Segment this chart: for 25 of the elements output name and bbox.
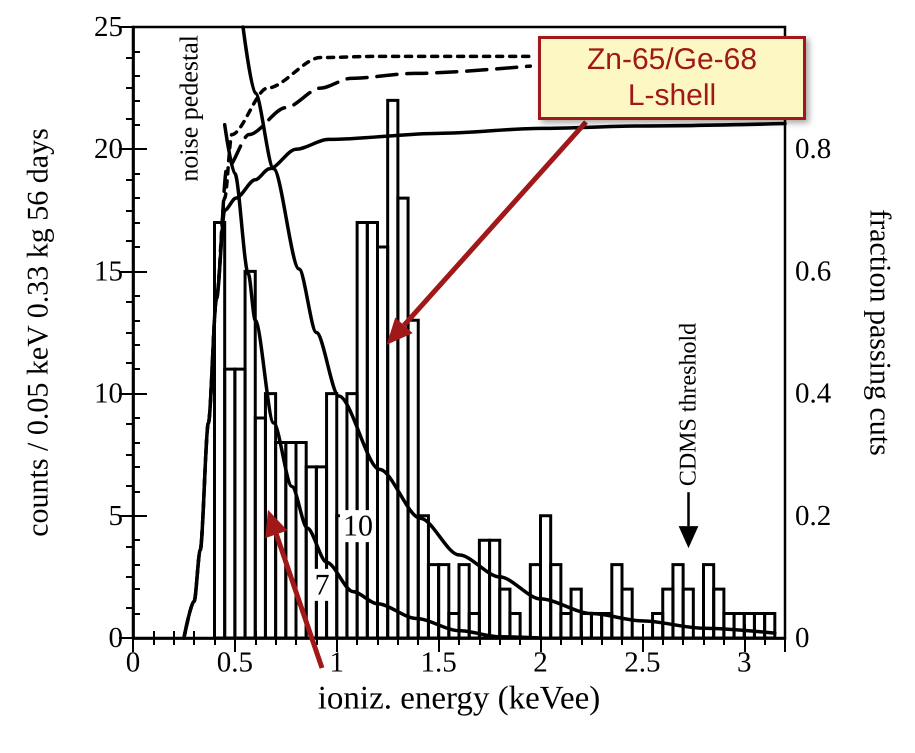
x-tick-label: 0.5 xyxy=(216,646,253,678)
x-tick-label: 2.5 xyxy=(624,646,660,678)
y-tick-label: 15 xyxy=(94,255,123,288)
x-axis-title: ioniz. energy (keVee) xyxy=(318,680,600,716)
y2-tick-label: 0.4 xyxy=(795,378,832,410)
y2-tick-label: 0.8 xyxy=(795,133,832,166)
annotation: 10 xyxy=(342,510,373,543)
y-tick-label: 20 xyxy=(94,133,123,166)
annotation: 7 xyxy=(314,568,330,602)
y2-axis-title: fraction passing cuts xyxy=(864,209,896,456)
y2-tick-label: 0.6 xyxy=(795,255,832,288)
annotation: CDMS threshold xyxy=(676,322,702,486)
x-tick-label: 1 xyxy=(330,646,344,678)
x-tick-label: 2 xyxy=(533,646,548,678)
y-tick-label: 5 xyxy=(108,500,123,532)
annotation: noise pedestal xyxy=(174,35,204,182)
callout-box: Zn-65/Ge-68 L-shell xyxy=(538,36,806,120)
x-tick-label: 3 xyxy=(737,646,752,678)
y-tick-label: 25 xyxy=(94,11,123,43)
y2-tick-label: 0 xyxy=(795,622,810,654)
y-axis-title: counts / 0.05 keV 0.33 kg 56 days xyxy=(22,128,54,537)
x-tick-label: 1.5 xyxy=(420,646,457,678)
y-tick-label: 10 xyxy=(94,378,123,410)
annotation: Zn-65/Ge-68 L-shell xyxy=(586,42,758,114)
y2-tick-label: 0.2 xyxy=(795,500,832,532)
